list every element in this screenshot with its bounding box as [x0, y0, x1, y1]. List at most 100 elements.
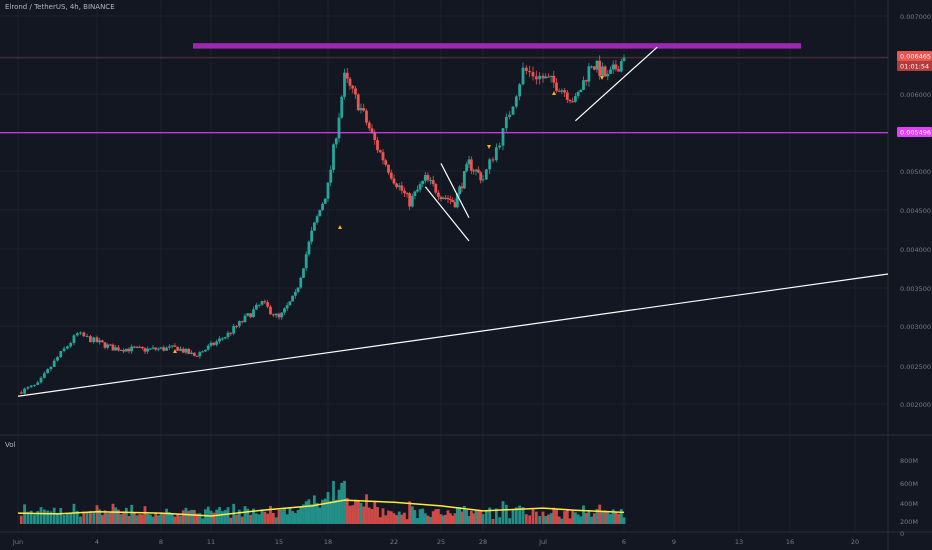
- candle-body: [426, 175, 430, 181]
- candle-body: [609, 69, 612, 74]
- volume-bar: [378, 517, 382, 524]
- candle-body: [488, 159, 492, 170]
- candle-body: [243, 315, 247, 322]
- volume-bar: [582, 505, 585, 524]
- candle-body: [557, 90, 561, 92]
- candle-body: [356, 94, 360, 111]
- volume-bar: [201, 518, 205, 524]
- volume-bar: [122, 511, 126, 524]
- volume-bar: [92, 512, 96, 524]
- volume-bar: [170, 513, 174, 524]
- candle-body: [226, 332, 230, 338]
- candle-body: [148, 348, 152, 350]
- countdown-badge-bg: [897, 61, 932, 71]
- candle-body: [329, 169, 333, 183]
- candle-body: [310, 230, 314, 242]
- volume-bar: [209, 510, 213, 524]
- candle-body: [474, 169, 478, 172]
- candle-body: [345, 72, 349, 79]
- candle-body: [436, 192, 440, 197]
- candle-body: [56, 357, 59, 361]
- time-axis: Jun 4 8 11 15 18 22 25 28 Jul 6 9 13 16 20: [12, 538, 859, 546]
- volume-bar: [285, 514, 289, 524]
- candle-body: [85, 336, 89, 338]
- last-price-badge: 0.006465: [897, 51, 932, 61]
- volume-bar: [462, 505, 466, 524]
- candle-body: [119, 349, 123, 351]
- volume-bar: [557, 516, 561, 524]
- candle-body: [354, 88, 357, 95]
- volume-bar: [33, 514, 36, 524]
- volume-bar: [187, 510, 191, 524]
- candle-body: [33, 384, 36, 386]
- volume-bar: [56, 512, 59, 524]
- signal-marker-1: [173, 349, 177, 353]
- candle-body: [138, 346, 142, 348]
- candle-body: [622, 57, 626, 62]
- candle-body: [467, 159, 471, 165]
- candle-body: [223, 337, 227, 339]
- volume-bar: [392, 513, 396, 524]
- candle-body: [498, 145, 502, 148]
- trendlines: [17, 46, 889, 397]
- candle-body: [448, 199, 452, 201]
- candle-body: [571, 101, 575, 103]
- volume-bar: [501, 501, 505, 524]
- volume-bar: [528, 515, 532, 524]
- candle-body: [52, 360, 56, 367]
- volume-bar: [106, 513, 110, 524]
- signal-markers: [173, 76, 604, 353]
- volume-bar: [431, 511, 435, 524]
- volume-bar: [408, 501, 412, 524]
- volume-bars: [19, 480, 626, 524]
- price-tick-label: 0.006000: [900, 91, 931, 99]
- candle-body: [151, 347, 155, 349]
- volume-bar: [154, 512, 158, 524]
- candle-body: [326, 182, 330, 199]
- candle-body: [72, 335, 76, 344]
- volume-bar: [29, 510, 33, 524]
- volume-bar: [181, 510, 185, 524]
- candle-body: [187, 348, 191, 354]
- volume-bar: [611, 509, 615, 524]
- volume-bar: [103, 510, 107, 524]
- candle-body: [413, 191, 417, 196]
- candle-body: [315, 216, 319, 223]
- candle-body: [381, 152, 385, 161]
- resistance-zone: [193, 43, 801, 49]
- volume-bar: [307, 499, 311, 524]
- candle-body: [555, 82, 558, 91]
- volume-bar: [389, 511, 393, 524]
- volume-bar: [345, 497, 349, 524]
- candle-body: [229, 332, 233, 334]
- time-tick-label: 8: [159, 538, 163, 546]
- volume-bar: [373, 500, 377, 524]
- candle-body: [106, 344, 110, 348]
- candle-body: [204, 349, 207, 352]
- volume-bar: [293, 513, 297, 524]
- candle-body: [159, 347, 163, 349]
- time-tick-label: 18: [324, 538, 332, 546]
- volume-bar: [119, 514, 123, 524]
- level-badge-text: 0.005496: [900, 129, 931, 137]
- candle-body: [389, 172, 393, 179]
- volume-bar: [384, 515, 388, 524]
- volume-bar: [587, 509, 591, 524]
- candle-body: [560, 90, 564, 92]
- candle-body: [122, 349, 126, 352]
- volume-bar: [257, 514, 261, 524]
- volume-bar: [283, 508, 286, 524]
- candle-body: [323, 198, 327, 204]
- volume-bar: [198, 513, 202, 524]
- volume-bar: [534, 511, 538, 524]
- countdown-badge-text: 01:01:54: [900, 63, 929, 71]
- time-tick-label: 4: [95, 538, 99, 546]
- volume-bar: [362, 506, 366, 524]
- price-tick-label: 0.002500: [900, 363, 931, 371]
- candle-body: [254, 304, 258, 310]
- trendline-wedge-upper: [440, 163, 470, 219]
- volume-bar: [138, 514, 142, 524]
- candle-body: [408, 193, 412, 207]
- candle-body: [376, 140, 379, 151]
